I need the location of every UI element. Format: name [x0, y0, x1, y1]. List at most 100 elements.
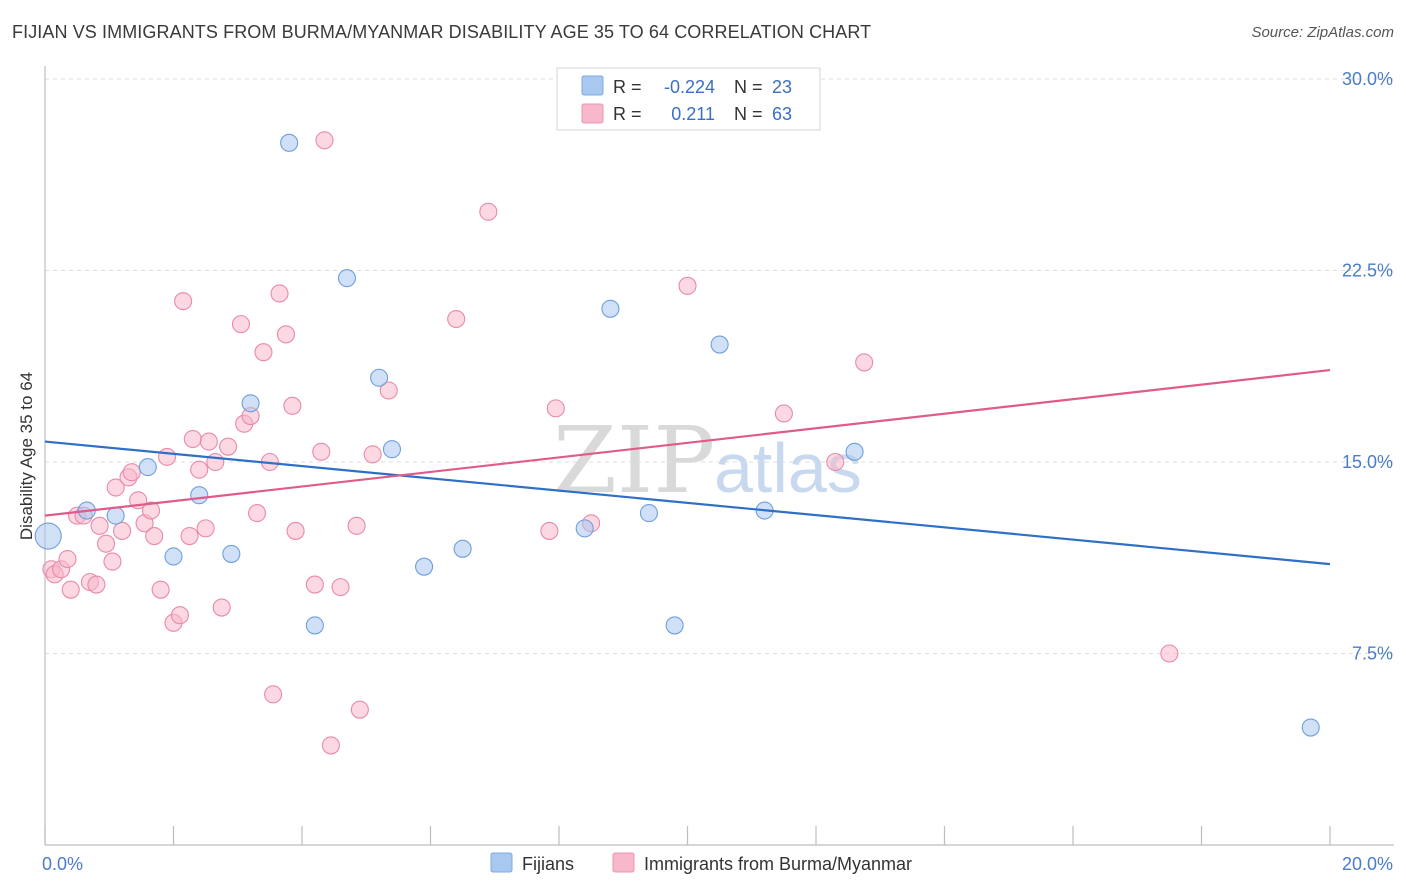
watermark-zip: ZIP	[553, 407, 715, 514]
burma-point-51	[363, 445, 382, 464]
source-credit: Source: ZipAtlas.com	[1251, 24, 1394, 41]
burma-point-25	[180, 526, 199, 546]
x-tick-label-max: 20.0%	[1342, 854, 1393, 874]
burma-point-12	[106, 478, 125, 497]
legend-r-label-2: R =	[613, 104, 642, 124]
y-tick-label-0: 7.5%	[1352, 644, 1393, 664]
legend-n-label-1: N =	[734, 77, 763, 97]
legend-r-value-2: 0.211	[671, 104, 715, 124]
fijian-point-5	[222, 544, 241, 563]
legend-swatch-fijians	[581, 75, 604, 96]
bottom-legend-swatch-fijians	[490, 852, 513, 873]
burma-point-9	[90, 516, 109, 535]
burma-point-10	[96, 534, 116, 553]
burma-point-28	[196, 519, 215, 538]
burma-point-45	[312, 442, 331, 461]
burma-point-36	[247, 504, 267, 523]
y-tick-label-2: 22.5%	[1342, 261, 1393, 281]
burma-point-58	[678, 276, 697, 295]
fijian-point-11	[382, 440, 402, 459]
axes	[44, 66, 1394, 846]
fijian-point-9	[337, 269, 357, 288]
fijian-point-10	[370, 368, 389, 387]
burma-point-8	[87, 575, 106, 594]
burma-point-62	[1160, 644, 1179, 663]
series-0-points	[34, 133, 1320, 737]
chart-title: FIJIAN VS IMMIGRANTS FROM BURMA/MYANMAR …	[12, 22, 872, 42]
burma-point-32	[219, 437, 238, 456]
fijian-point-3	[164, 547, 183, 566]
burma-point-18	[141, 501, 161, 520]
gridlines	[45, 78, 1394, 654]
burma-point-20	[151, 580, 170, 599]
burma-point-39	[264, 685, 283, 704]
fijian-point-21	[1301, 718, 1320, 737]
burma-point-13	[113, 521, 132, 540]
fijian-point-8	[305, 616, 324, 635]
burma-point-3	[58, 549, 77, 569]
y-tick-label-1: 15.0%	[1342, 452, 1393, 472]
burma-point-37	[254, 343, 273, 362]
trend-lines	[44, 368, 1331, 566]
burma-point-43	[286, 521, 305, 540]
bottom-legend-swatch-burma	[612, 852, 635, 873]
legend-n-label-2: N =	[734, 104, 763, 124]
burma-point-61	[855, 353, 874, 372]
legend-r-label-1: R =	[613, 77, 642, 97]
burma-point-40	[270, 284, 289, 303]
burma-point-11	[103, 552, 122, 571]
legend-r-value-1: -0.224	[664, 77, 715, 97]
x-tick-labels: 0.0% 20.0%	[42, 854, 1393, 874]
fijian-point-12	[415, 557, 434, 576]
fijian-point-14	[575, 519, 594, 538]
burma-point-30	[206, 452, 225, 472]
burma-point-15	[122, 463, 141, 482]
fijian-point-18	[710, 335, 729, 354]
fijian-point-1	[106, 506, 125, 525]
burma-point-27	[190, 460, 209, 479]
burma-point-48	[331, 578, 350, 597]
y-tick-labels: 7.5% 15.0% 22.5% 30.0%	[1342, 69, 1393, 664]
x-tick-label-min: 0.0%	[42, 854, 83, 874]
burma-point-4	[61, 580, 80, 599]
burma-point-53	[447, 309, 466, 329]
fijian-point-2	[138, 458, 157, 477]
correlation-legend: R = -0.224 N = 23 R = 0.211 N = 63	[556, 67, 821, 131]
bottom-legend-label-burma: Immigrants from Burma/Myanmar	[644, 854, 912, 874]
legend-swatch-burma	[581, 103, 604, 124]
burma-point-23	[170, 606, 189, 625]
burma-point-24	[174, 292, 193, 311]
burma-point-21	[158, 447, 177, 466]
fijian-point-0	[34, 522, 62, 550]
fijian-point-20	[845, 442, 864, 461]
burma-point-41	[276, 325, 295, 344]
fijian-trend-line	[44, 440, 1331, 566]
burma-point-33	[231, 315, 251, 334]
burma-point-26	[183, 429, 202, 449]
burma-point-54	[479, 202, 498, 221]
y-tick-label-3: 30.0%	[1342, 69, 1393, 89]
burma-trend-line	[44, 368, 1331, 517]
burma-point-47	[321, 736, 340, 755]
fijian-point-15	[601, 299, 620, 318]
fijian-point-16	[639, 504, 659, 523]
burma-point-55	[540, 521, 559, 540]
fijian-point-6	[241, 394, 260, 413]
burma-point-60	[826, 452, 845, 472]
fijian-point-17	[665, 616, 684, 635]
burma-point-52	[379, 381, 398, 400]
series-legend: Fijians Immigrants from Burma/Myanmar	[490, 852, 912, 874]
legend-n-value-2: 63	[772, 104, 792, 124]
bottom-legend-label-fijians: Fijians	[522, 854, 574, 874]
burma-point-59	[774, 404, 793, 423]
y-axis-title: Disability Age 35 to 64	[17, 372, 36, 540]
burma-point-31	[212, 598, 231, 617]
burma-point-44	[305, 575, 324, 594]
burma-point-42	[283, 396, 302, 415]
burma-point-49	[347, 516, 366, 535]
burma-point-19	[145, 526, 164, 546]
burma-point-46	[315, 131, 334, 150]
burma-point-50	[350, 700, 369, 719]
fijian-point-13	[453, 539, 472, 558]
